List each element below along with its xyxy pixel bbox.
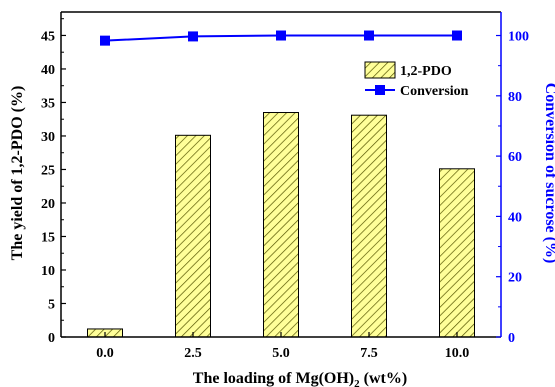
bar-10.0 <box>439 168 475 338</box>
left-tick-label-25: 25 <box>41 163 55 178</box>
right-tick-label-20: 20 <box>508 271 522 286</box>
x-axis-title-suffix: (wt%) <box>360 370 408 387</box>
left-tick-label-40: 40 <box>41 63 55 78</box>
x-axis-title-subscript: 2 <box>354 378 360 387</box>
right-tick-label-100: 100 <box>508 30 529 45</box>
left-tick-label-5: 5 <box>48 297 55 312</box>
left-tick-label-45: 45 <box>41 29 55 44</box>
left-tick-label-20: 20 <box>41 197 55 212</box>
conversion-point-2.5 <box>188 31 198 42</box>
bar-series <box>87 112 475 338</box>
legend-swatch-pdo <box>364 61 396 79</box>
x-tick-label-2.5: 2.5 <box>184 346 202 361</box>
right-tick-label-60: 60 <box>508 150 522 165</box>
x-axis-title: The loading of Mg(OH)2 (wt%) <box>193 370 407 387</box>
left-tick-label-30: 30 <box>41 130 55 145</box>
left-tick-label-0: 0 <box>48 331 55 346</box>
conversion-point-7.5 <box>364 30 374 41</box>
x-tick-label-10.0: 10.0 <box>445 346 470 361</box>
bar-2.5 <box>175 134 211 338</box>
conversion-point-0.0 <box>100 35 110 46</box>
conversion-point-10.0 <box>452 30 462 41</box>
x-tick-label-5.0: 5.0 <box>272 346 290 361</box>
x-axis-title-main: The loading of Mg(OH) <box>193 370 354 387</box>
legend-marker-conversion <box>375 85 385 95</box>
left-tick-label-35: 35 <box>41 96 55 111</box>
right-tick-label-80: 80 <box>508 90 522 105</box>
left-axis-title: The yield of 1,2-PDO (%) <box>9 86 26 261</box>
right-axis-title: Conversion of sucrose (%) <box>542 83 555 264</box>
axes: 0 5 10 15 20 25 30 35 40 45 0 20 40 60 80 100 0.0 2.5 5.0 7… <box>41 11 529 361</box>
left-tick-label-10: 10 <box>41 264 55 279</box>
conversion-point-5.0 <box>276 30 286 41</box>
right-tick-label-0: 0 <box>508 331 515 346</box>
bar-7.5 <box>351 114 387 338</box>
legend-label-pdo: 1,2-PDO <box>400 64 452 79</box>
conversion-series <box>100 30 462 46</box>
bar-5.0 <box>263 112 299 338</box>
x-tick-label-0.0: 0.0 <box>96 346 114 361</box>
x-tick-label-7.5: 7.5 <box>360 346 378 361</box>
left-tick-label-15: 15 <box>41 230 55 245</box>
right-tick-label-40: 40 <box>508 210 522 225</box>
legend-label-conversion: Conversion <box>400 84 469 99</box>
legend: 1,2-PDO Conversion <box>364 61 469 99</box>
